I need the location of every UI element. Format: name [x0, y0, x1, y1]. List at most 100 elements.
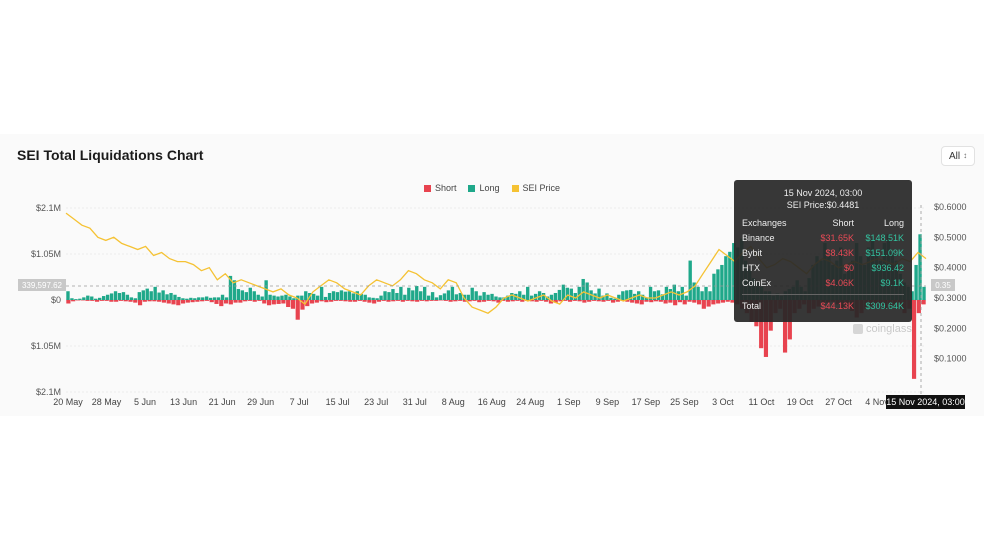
watermark: coinglass: [853, 323, 912, 335]
tooltip-row: HTX $0 $936.42: [742, 260, 904, 275]
legend-label-price: SEI Price: [522, 183, 561, 193]
short-bar: [443, 300, 448, 301]
short-bar: [71, 300, 76, 302]
long-bar: [335, 292, 340, 300]
range-select-value: All: [948, 150, 961, 162]
long-bar: [94, 298, 98, 300]
long-bar: [288, 296, 292, 300]
short-bar: [591, 300, 597, 301]
long-bar: [700, 291, 704, 300]
long-bar: [474, 291, 478, 300]
short-bar: [696, 300, 702, 305]
x-tick-label: 24 Aug: [516, 397, 544, 407]
legend-item-short[interactable]: Short: [423, 183, 456, 193]
long-bar: [490, 293, 494, 300]
long-bar: [533, 293, 538, 300]
long-bar: [482, 292, 486, 300]
short-bar: [343, 300, 348, 302]
long-bar: [914, 264, 918, 300]
watermark-text: coinglass: [866, 323, 912, 335]
short-bar: [730, 300, 735, 303]
short-bar: [85, 300, 90, 301]
legend-item-price[interactable]: SEI Price: [511, 183, 561, 193]
tooltip-row: Binance $31.65K $148.51K: [742, 230, 904, 245]
long-bar: [86, 295, 90, 300]
short-bar: [171, 300, 176, 305]
long-bar: [236, 289, 241, 300]
range-select[interactable]: All ↕: [941, 146, 975, 166]
long-bar: [74, 299, 78, 300]
short-bar: [663, 300, 668, 304]
short-bar: [276, 300, 281, 304]
short-bar: [658, 300, 663, 302]
long-bar: [470, 287, 474, 300]
legend-label-long: Long: [479, 183, 500, 193]
long-bar: [375, 298, 379, 300]
short-bar: [166, 300, 171, 304]
long-bar: [327, 292, 332, 300]
short-bar: [563, 300, 568, 301]
short-bar: [716, 300, 721, 304]
long-bar: [169, 292, 173, 300]
long-bar: [205, 296, 209, 300]
short-bar: [596, 300, 601, 302]
short-bar: [539, 300, 544, 301]
crosshair-left-value: 339,597.62: [18, 279, 66, 291]
short-bar: [911, 300, 917, 379]
x-tick-label: 21 Jun: [209, 397, 236, 407]
tooltip-short: $4.06K: [825, 277, 854, 288]
tooltip-divider: [742, 294, 904, 295]
legend-swatch-price: [511, 184, 519, 192]
short-bar: [133, 300, 138, 303]
long-bar: [201, 297, 205, 300]
long-bar: [696, 286, 700, 300]
long-bar: [117, 292, 122, 300]
long-bar: [153, 286, 157, 300]
short-bar: [257, 300, 262, 301]
long-bar: [260, 296, 264, 300]
short-bar: [410, 300, 415, 302]
short-bar: [228, 300, 233, 305]
long-bar: [101, 296, 106, 300]
tooltip-long: $9.1K: [880, 277, 904, 288]
long-bar: [454, 294, 459, 300]
short-bar: [295, 300, 300, 320]
long-bar: [284, 294, 288, 300]
coinglass-logo-icon: [853, 324, 863, 334]
short-bar: [720, 300, 726, 303]
short-bar: [233, 300, 238, 303]
short-bar: [114, 300, 119, 302]
tooltip-total-label: Total: [742, 300, 762, 311]
long-bar: [216, 297, 221, 300]
long-bar: [256, 294, 260, 300]
long-bar: [684, 295, 688, 300]
long-bar: [296, 295, 300, 300]
long-bar: [605, 293, 609, 300]
long-bar: [252, 291, 256, 300]
long-bar: [438, 295, 443, 300]
long-bar: [391, 289, 395, 300]
short-bar: [424, 300, 429, 302]
long-bar: [549, 294, 554, 300]
short-bar: [362, 300, 367, 302]
short-bar: [381, 300, 386, 301]
legend-item-long[interactable]: Long: [468, 183, 500, 193]
long-bar: [625, 290, 629, 300]
tooltip-price: SEI Price:$0.4481: [786, 200, 860, 210]
short-bar: [137, 300, 143, 306]
long-bar: [617, 294, 621, 300]
short-bar: [271, 300, 276, 305]
short-bar: [338, 300, 343, 301]
short-bar: [128, 300, 133, 302]
short-bar: [687, 300, 692, 302]
short-bar: [180, 300, 186, 304]
short-bar: [477, 300, 482, 303]
short-bar: [309, 300, 315, 304]
short-bar: [472, 300, 477, 301]
long-bar: [109, 293, 114, 300]
short-bar: [405, 300, 410, 301]
short-bar: [185, 300, 190, 303]
long-bar: [276, 296, 280, 300]
short-bar: [491, 300, 496, 302]
short-bar: [601, 300, 606, 302]
